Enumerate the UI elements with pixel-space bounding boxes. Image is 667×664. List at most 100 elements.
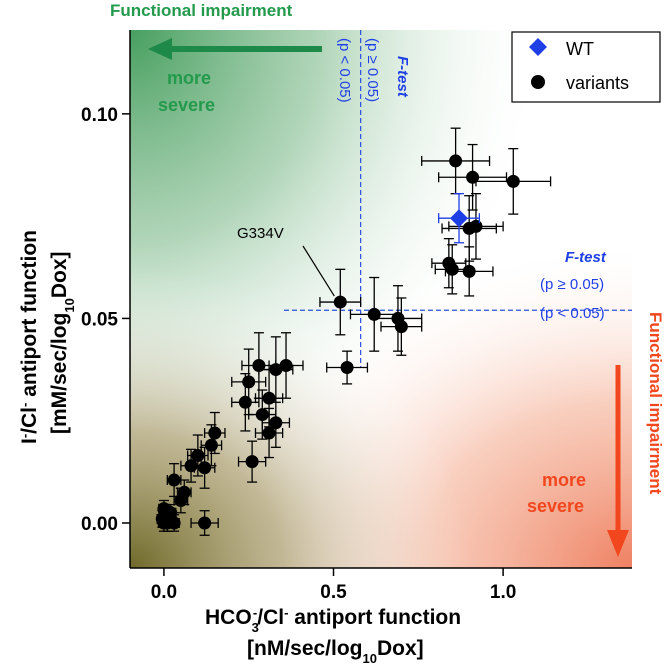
variant-point-group bbox=[231, 373, 260, 432]
y-label-part: antiport function bbox=[18, 230, 41, 403]
variant-point bbox=[238, 395, 252, 409]
y-label-part: Dox] bbox=[48, 252, 71, 299]
svg-text:[mM/sec/log10Dox]: [mM/sec/log10Dox] bbox=[48, 252, 77, 435]
variant-point bbox=[198, 516, 212, 530]
variant-point-group bbox=[319, 268, 362, 336]
ftest-vertical-lt: (p < 0.05) bbox=[336, 38, 353, 103]
top-functional-impairment-label: Functional impairment bbox=[110, 1, 293, 20]
variant-point bbox=[462, 221, 476, 235]
y-label-part: I bbox=[18, 438, 41, 444]
variant-point bbox=[255, 408, 269, 422]
x-label-part: [nM/sec/log bbox=[247, 637, 363, 660]
legend-variants-marker bbox=[531, 75, 545, 89]
g334v-label: G334V bbox=[237, 225, 284, 242]
variant-point-group bbox=[173, 487, 189, 514]
svg-text:I-/Cl- antiport function: I-/Cl- antiport function bbox=[17, 230, 42, 444]
ftest-horizontal-title: F-test bbox=[565, 249, 607, 266]
variant-point bbox=[279, 358, 293, 372]
variant-point bbox=[191, 448, 205, 462]
more-severe-bottom-line2: severe bbox=[527, 496, 584, 516]
wt-point-group bbox=[438, 193, 481, 244]
variant-point bbox=[269, 363, 283, 377]
variant-point bbox=[198, 461, 212, 475]
variant-point-group bbox=[180, 448, 202, 483]
variant-point bbox=[184, 459, 198, 473]
background-gradient bbox=[130, 30, 632, 568]
data-points bbox=[155, 127, 552, 536]
axes: 0.00 0.05 0.10 0.0 0.5 1.0 bbox=[81, 30, 632, 603]
legend-wt-marker bbox=[529, 38, 547, 56]
variant-point-group bbox=[268, 332, 304, 399]
x-label-part: Dox] bbox=[377, 637, 424, 660]
g334v-annotation: G334V bbox=[237, 225, 335, 297]
ftest-horizontal-ge: (p ≥ 0.05) bbox=[540, 276, 604, 293]
variant-point bbox=[449, 154, 463, 168]
threshold-lines bbox=[284, 30, 632, 368]
variant-point-group bbox=[190, 510, 219, 536]
variant-point-group bbox=[444, 246, 494, 297]
down-arrow bbox=[607, 365, 629, 557]
ftest-vertical-ge: (p ≥ 0.05) bbox=[364, 38, 381, 102]
variant-point-group bbox=[475, 147, 552, 215]
y-axis-label: I-/Cl- antiport function [mM/sec/log10Do… bbox=[17, 230, 77, 444]
x-label-sup: - bbox=[253, 605, 257, 620]
variant-point bbox=[340, 361, 354, 375]
variant-point bbox=[204, 438, 218, 452]
y-tick-label: 0.05 bbox=[81, 309, 118, 330]
legend-wt-label: WT bbox=[566, 39, 594, 59]
y-tick-label: 0.10 bbox=[81, 105, 118, 126]
variant-point bbox=[174, 493, 188, 507]
wt-point bbox=[450, 209, 469, 228]
more-severe-top-line1: more bbox=[167, 68, 211, 88]
y-label-part: /Cl bbox=[18, 407, 41, 434]
variant-point-group bbox=[164, 503, 178, 522]
variant-point bbox=[167, 473, 181, 487]
left-arrow bbox=[148, 38, 322, 60]
variant-point-group bbox=[237, 440, 267, 483]
variant-point bbox=[333, 295, 347, 309]
x-tick-label: 0.5 bbox=[320, 582, 347, 603]
x-axis-label: HCO3-/Cl- antiport function [nM/sec/log1… bbox=[205, 605, 461, 664]
variant-point bbox=[262, 391, 276, 405]
x-label-sub: 3 bbox=[252, 620, 259, 635]
more-severe-bottom-line1: more bbox=[542, 470, 586, 490]
x-label-sup: - bbox=[284, 605, 288, 620]
variant-point bbox=[394, 320, 408, 334]
y-tick-label: 0.00 bbox=[81, 514, 118, 535]
variant-point-group bbox=[261, 397, 291, 448]
x-label-sub: 10 bbox=[363, 651, 377, 664]
y-label-sup: - bbox=[17, 403, 32, 407]
variant-point bbox=[245, 455, 259, 469]
x-tick-label: 1.0 bbox=[490, 582, 516, 603]
y-label-sub: 10 bbox=[62, 298, 77, 312]
y-label-sup: - bbox=[17, 434, 32, 438]
variant-point-group bbox=[193, 446, 216, 489]
legend: WT variants bbox=[511, 31, 661, 103]
variant-point bbox=[462, 264, 476, 278]
variant-point-group bbox=[326, 350, 369, 385]
variant-point bbox=[262, 426, 276, 440]
x-label-part: /Cl bbox=[257, 606, 284, 629]
x-label-part: HCO bbox=[205, 606, 252, 629]
variant-point-group bbox=[187, 434, 209, 477]
legend-variants-label: variants bbox=[566, 73, 629, 93]
x-tick-label: 0.0 bbox=[151, 582, 177, 603]
variant-point bbox=[242, 375, 256, 389]
svg-text:[nM/sec/log10Dox]: [nM/sec/log10Dox] bbox=[247, 637, 424, 664]
ftest-vertical-title: F-test bbox=[394, 56, 411, 98]
x-label-part: antiport function bbox=[288, 606, 461, 629]
y-label-part: [mM/sec/log bbox=[48, 313, 71, 434]
variant-point bbox=[445, 262, 459, 276]
more-severe-top-line2: severe bbox=[158, 95, 215, 115]
variant-point-group bbox=[200, 424, 223, 467]
right-functional-impairment-label: Functional impairment bbox=[646, 312, 665, 495]
variant-point bbox=[164, 506, 178, 520]
variant-point-group bbox=[254, 407, 284, 459]
variant-point bbox=[208, 426, 222, 440]
ftest-horizontal-lt: (p < 0.05) bbox=[540, 305, 605, 322]
svg-text:HCO3-/Cl- antiport function: HCO3-/Cl- antiport function bbox=[205, 605, 461, 635]
variant-point bbox=[269, 416, 283, 430]
variant-point bbox=[506, 174, 520, 188]
variant-point-group bbox=[380, 297, 423, 356]
